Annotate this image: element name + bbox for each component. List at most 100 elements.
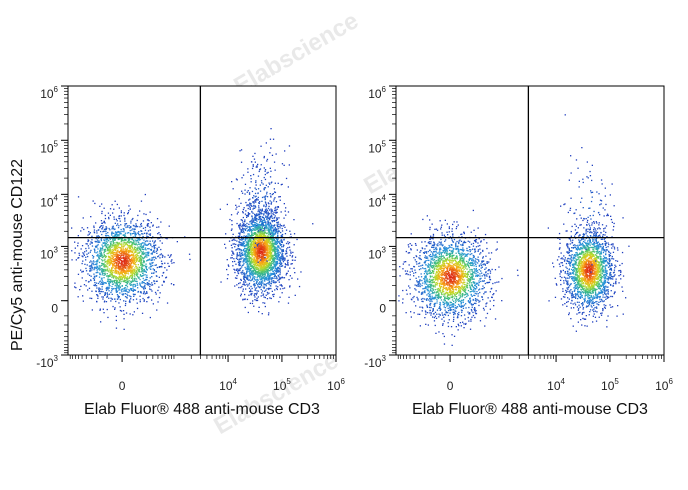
event-dot: [113, 259, 115, 262]
event-dot: [266, 248, 268, 250]
event-dot: [122, 252, 125, 254]
event-dot: [281, 241, 283, 244]
event-dot: [146, 276, 148, 278]
event-dot: [238, 261, 241, 263]
event-dot: [102, 308, 104, 310]
event-dot: [124, 263, 126, 265]
event-dot: [249, 225, 251, 228]
event-dot: [253, 272, 255, 274]
event-dot: [157, 301, 159, 303]
event-dot: [127, 273, 130, 275]
event-dot: [277, 245, 280, 248]
event-dot: [137, 268, 139, 270]
event-dot: [248, 284, 250, 286]
event-dot: [101, 210, 103, 213]
event-dot: [266, 269, 269, 271]
event-dot: [258, 235, 260, 237]
event-dot: [142, 220, 145, 222]
event-dot: [106, 288, 108, 290]
event-dot: [262, 246, 265, 249]
event-dot: [254, 241, 256, 243]
event-dot: [127, 252, 130, 254]
event-dot: [247, 252, 249, 254]
event-dot: [130, 225, 132, 228]
event-dot: [131, 271, 133, 273]
event-dot: [247, 261, 249, 263]
event-dot: [117, 249, 119, 251]
event-dot: [248, 266, 250, 269]
event-dot: [277, 269, 279, 271]
event-dot: [246, 276, 248, 278]
event-dot: [252, 248, 254, 251]
event-dot: [123, 241, 125, 244]
event-dot: [250, 251, 253, 254]
event-dot: [224, 243, 226, 245]
event-dot: [276, 247, 278, 249]
event-dot: [240, 230, 242, 232]
event-dot: [266, 223, 269, 225]
event-dot: [141, 225, 143, 227]
event-dot: [254, 242, 257, 244]
event-dot: [122, 310, 125, 312]
event-dot: [96, 265, 98, 267]
event-dot: [129, 301, 131, 303]
event-dot: [136, 284, 139, 286]
event-dot: [98, 290, 101, 292]
event-dot: [263, 157, 265, 159]
event-dot: [254, 196, 256, 198]
event-dot: [104, 300, 106, 302]
event-dot: [99, 273, 101, 275]
event-dot: [250, 231, 252, 233]
event-dot: [278, 241, 280, 243]
event-dot: [132, 251, 134, 253]
event-dot: [262, 276, 264, 278]
event-dot: [124, 296, 127, 298]
event-dot: [119, 272, 121, 275]
event-dot: [257, 238, 259, 240]
event-dot: [116, 259, 118, 262]
event-dot: [142, 277, 144, 280]
event-dot: [271, 246, 273, 248]
event-dot: [86, 264, 88, 266]
event-dot: [146, 224, 148, 227]
event-dot: [273, 217, 275, 219]
event-dot: [80, 285, 82, 287]
event-dot: [102, 263, 104, 266]
event-dot: [239, 258, 241, 260]
event-dot: [140, 243, 142, 246]
event-dot: [270, 238, 272, 240]
event-dot: [263, 233, 265, 235]
event-dot: [125, 270, 127, 272]
event-dot: [282, 287, 284, 290]
event-dot: [255, 246, 258, 248]
event-dot: [254, 222, 256, 224]
event-dot: [246, 243, 249, 245]
event-dot: [246, 191, 248, 193]
event-dot: [104, 239, 106, 241]
event-dot: [118, 278, 120, 280]
event-dot: [149, 211, 151, 213]
event-dot: [173, 262, 175, 264]
event-dot: [274, 240, 276, 242]
event-dot: [266, 213, 268, 215]
event-dot: [159, 234, 161, 236]
event-dot: [266, 253, 268, 256]
event-dot: [113, 287, 115, 290]
event-dot: [266, 288, 268, 290]
event-dot: [134, 293, 136, 296]
event-dot: [82, 256, 84, 258]
event-dot: [261, 313, 263, 315]
event-dot: [101, 264, 103, 266]
event-dot: [134, 279, 136, 281]
event-dot: [127, 213, 129, 215]
event-dot: [250, 257, 252, 259]
event-dot: [85, 247, 87, 250]
event-dot: [257, 244, 260, 246]
event-dot: [246, 274, 248, 277]
event-dot: [99, 252, 101, 254]
event-dot: [156, 309, 158, 311]
event-dot: [239, 241, 241, 244]
event-dot: [114, 234, 116, 236]
event-dot: [275, 211, 277, 213]
event-dot: [247, 215, 249, 217]
